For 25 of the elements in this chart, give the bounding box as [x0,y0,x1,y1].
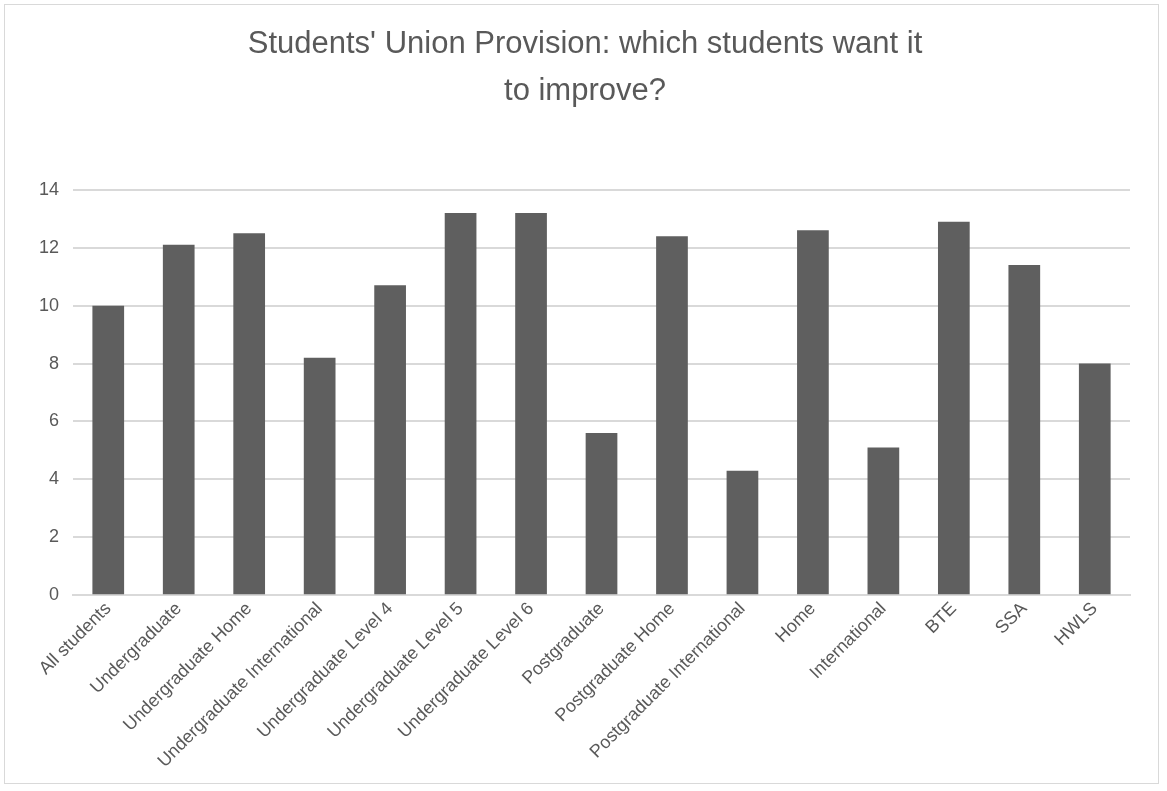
bar [585,433,618,595]
y-tick-label: 2 [49,526,60,547]
x-tick-label: SSA [991,598,1031,638]
bar [1008,265,1041,595]
bar [515,212,547,595]
bar [656,236,688,595]
y-tick-label: 0 [49,584,60,605]
chart-title: Students' Union Provision: which students want it to improve? [246,24,924,109]
bar [92,305,125,595]
y-tick-label: 8 [49,352,60,373]
bar [797,230,829,595]
y-tick-label: 14 [38,178,60,199]
bar [1078,363,1111,595]
bar [867,447,900,595]
bar [303,357,336,595]
bar [162,244,195,595]
bar [444,212,477,595]
y-tick-label: 6 [49,410,60,431]
y-tick-label: 4 [49,468,60,489]
bar [374,285,406,595]
y-tick-label: 12 [38,236,60,257]
bar [233,233,266,595]
y-tick-label: 10 [38,294,60,315]
bar [937,221,970,595]
bar [726,470,759,595]
